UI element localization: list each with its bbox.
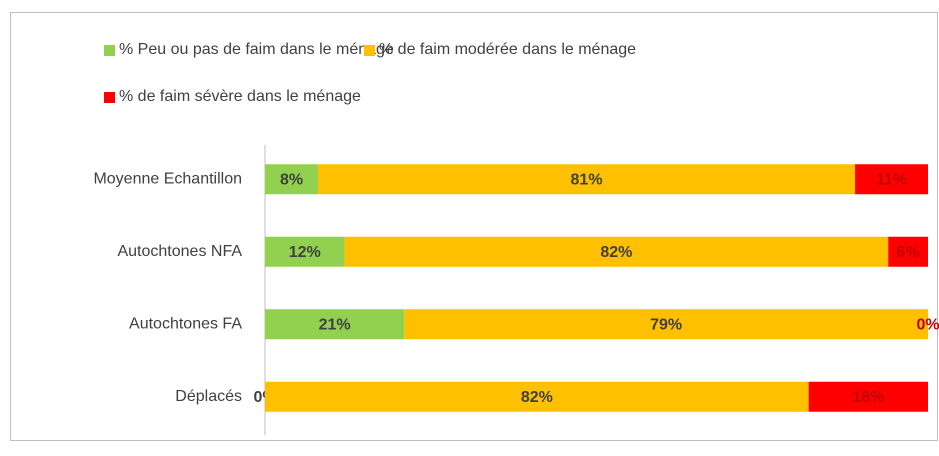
y-tick-label: Autochtones FA [129, 315, 242, 332]
y-tick-label: Autochtones NFA [117, 243, 242, 260]
chart-frame [10, 12, 938, 441]
data-label: 21% [319, 316, 351, 333]
bar-segment [404, 309, 929, 340]
bar-segment [855, 164, 928, 195]
data-label: 82% [521, 389, 553, 406]
legend-swatch [104, 92, 115, 103]
legend-swatch [364, 45, 375, 56]
data-label: 82% [600, 244, 632, 261]
bar-segment [265, 236, 345, 267]
legend-label: % de faim sévère dans le ménage [119, 88, 361, 105]
bar-segment [265, 309, 405, 340]
data-label: 11% [876, 171, 907, 188]
legend-label: % de faim modérée dans le ménage [379, 41, 636, 58]
data-label: 12% [289, 244, 321, 261]
bar-segment [318, 164, 856, 195]
data-label: 0% [916, 316, 939, 333]
data-label: 81% [571, 171, 603, 188]
bar-segment [344, 236, 889, 267]
legend-swatch [104, 45, 115, 56]
y-tick-label: Moyenne Echantillon [93, 170, 242, 187]
legend-label: % Peu ou pas de faim dans le ménage [119, 41, 394, 58]
data-label: 79% [650, 316, 682, 333]
data-label: 18% [852, 389, 884, 406]
data-label: 6% [897, 244, 920, 261]
bar-segment [265, 164, 319, 195]
bar-segment [265, 381, 809, 412]
data-label: 8% [280, 171, 303, 188]
bar-segment [808, 381, 928, 412]
y-tick-label: Déplacés [175, 388, 242, 405]
bar-segment [888, 236, 928, 267]
